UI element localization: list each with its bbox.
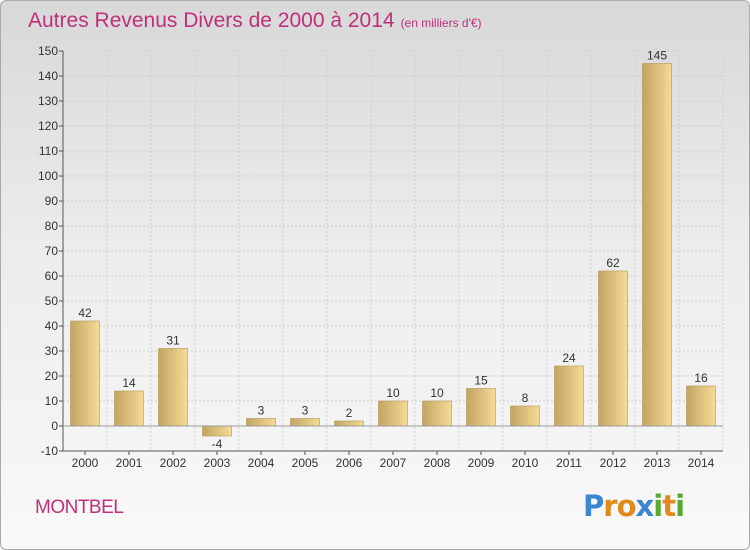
bar-2014	[686, 385, 716, 427]
bar-2009	[466, 388, 496, 427]
commune-name: MONTBEL	[35, 497, 124, 518]
y-tick-label: -10	[41, 444, 59, 458]
data-label: -4	[212, 437, 223, 451]
axes	[59, 50, 723, 455]
proxiti-logo: Proxiti	[583, 489, 685, 523]
x-tick-label: 2006	[336, 456, 363, 470]
data-label: 8	[522, 391, 529, 405]
data-label: 62	[606, 256, 620, 270]
y-tick-label: 50	[45, 294, 59, 308]
title-text: Autres Revenus Divers de 2000 à 2014	[28, 9, 395, 32]
y-tick-label: 40	[45, 319, 59, 333]
x-tick-label: 2008	[424, 456, 451, 470]
y-tick-label: 130	[38, 94, 58, 108]
y-tick-label: 120	[38, 119, 58, 133]
data-label: 31	[166, 334, 180, 348]
bar-2003	[202, 425, 232, 437]
bars	[70, 63, 716, 437]
data-label: 2	[346, 406, 353, 420]
data-label: 14	[122, 376, 136, 390]
logo-letter: i	[675, 489, 685, 523]
labels: -10 0 10 20 30 40 50 60 70 80 90 100 110 120 130 140 150…	[38, 44, 715, 470]
bar-2000	[70, 320, 100, 427]
data-label: 42	[78, 306, 92, 320]
bar-2011	[554, 365, 584, 427]
x-tick-label: 2005	[292, 456, 319, 470]
y-tick-label: 150	[38, 44, 58, 58]
bar-2012	[598, 270, 628, 427]
logo-letter: r	[603, 489, 617, 523]
bar-2004	[246, 418, 276, 427]
y-tick-label: 70	[45, 244, 59, 258]
x-tick-label: 2001	[116, 456, 143, 470]
x-tick-label: 2014	[688, 456, 715, 470]
x-tick-label: 2013	[644, 456, 671, 470]
y-tick-label: 90	[45, 194, 59, 208]
y-tick-label: 0	[51, 419, 58, 433]
y-tick-label: 110	[39, 144, 58, 158]
y-tick-label: 140	[38, 69, 58, 83]
bar-2013	[642, 63, 672, 427]
bar-2007	[378, 400, 408, 427]
y-tick-label: 100	[38, 169, 58, 183]
x-tick-label: 2012	[600, 456, 627, 470]
unit-note: (en milliers d'€)	[400, 16, 482, 30]
logo-letter: o	[616, 489, 637, 523]
y-tick-label: 80	[45, 219, 59, 233]
bar-2006	[334, 420, 364, 427]
logo-letter: t	[662, 489, 676, 523]
y-tick-label: 10	[45, 394, 59, 408]
bar-2001	[114, 390, 144, 427]
data-label: 145	[647, 49, 667, 63]
logo-letter: P	[583, 489, 604, 523]
y-tick-label: 60	[45, 269, 59, 283]
data-label: 10	[386, 386, 400, 400]
y-tick-label: 20	[45, 369, 59, 383]
logo-letter: x	[635, 489, 655, 523]
bar-2010	[510, 405, 540, 427]
x-tick-label: 2009	[468, 456, 495, 470]
data-label: 15	[474, 374, 488, 388]
data-label: 3	[258, 404, 265, 418]
logo-letter: i	[653, 489, 663, 523]
data-label: 24	[562, 351, 576, 365]
data-label: 10	[430, 386, 444, 400]
x-tick-label: 2004	[248, 456, 275, 470]
x-tick-label: 2003	[204, 456, 231, 470]
x-tick-label: 2011	[556, 456, 582, 470]
chart-title: Autres Revenus Divers de 2000 à 2014 (en …	[28, 9, 482, 33]
x-tick-label: 2010	[512, 456, 539, 470]
y-tick-label: 30	[45, 344, 59, 358]
bar-2008	[422, 400, 452, 427]
x-tick-label: 2000	[72, 456, 99, 470]
x-tick-label: 2002	[160, 456, 187, 470]
data-label: 16	[694, 371, 708, 385]
x-tick-label: 2007	[380, 456, 407, 470]
bar-2005	[290, 418, 320, 427]
data-label: 3	[302, 404, 309, 418]
bar-2002	[158, 348, 188, 427]
